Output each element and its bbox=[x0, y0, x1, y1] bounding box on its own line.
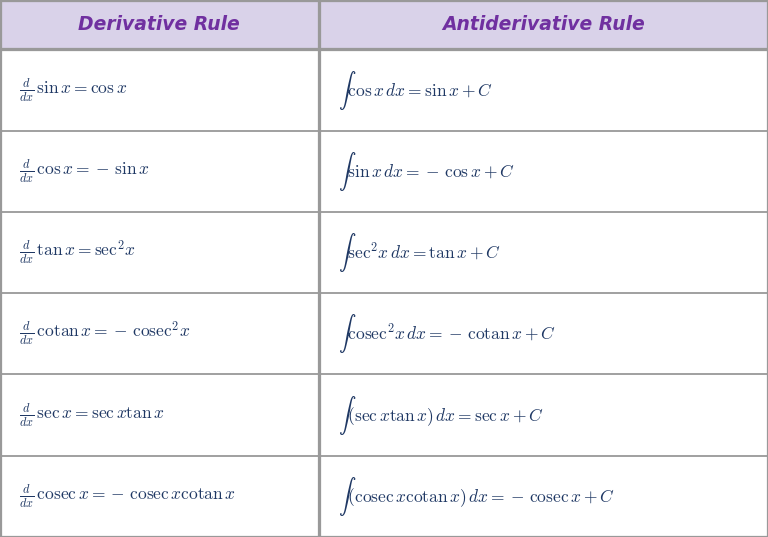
Text: $\int\mathrm{sin}\, x\, dx = -\,\mathrm{cos}\, x + C$: $\int\mathrm{sin}\, x\, dx = -\,\mathrm{… bbox=[338, 150, 515, 193]
Bar bbox=[319, 49, 768, 130]
Text: $\int\mathrm{sec}^2x\, dx = \mathrm{tan}\, x + C$: $\int\mathrm{sec}^2x\, dx = \mathrm{tan}… bbox=[338, 231, 501, 274]
Text: $\int\mathrm{cos}\, x\, dx = \mathrm{sin}\, x + C$: $\int\mathrm{cos}\, x\, dx = \mathrm{sin… bbox=[338, 69, 493, 112]
Text: $\int(\mathrm{sec}\, x\mathrm{tan}\, x)\,dx = \mathrm{sec}\, x + C$: $\int(\mathrm{sec}\, x\mathrm{tan}\, x)\… bbox=[338, 394, 544, 437]
Text: $\frac{d}{dx}\,\mathrm{tan}\, x = \mathrm{sec}^2x$: $\frac{d}{dx}\,\mathrm{tan}\, x = \mathr… bbox=[19, 238, 136, 267]
Bar bbox=[319, 212, 768, 293]
Bar bbox=[0, 456, 319, 537]
Bar bbox=[0, 293, 319, 374]
Bar bbox=[0, 374, 319, 456]
Text: $\frac{d}{dx}\,\mathrm{cosec}\, x = -\,\mathrm{cosec}\, x\mathrm{cotan}\, x$: $\frac{d}{dx}\,\mathrm{cosec}\, x = -\,\… bbox=[19, 483, 237, 510]
Bar bbox=[319, 456, 768, 537]
Text: $\frac{d}{dx}\,\mathrm{cotan}\, x = -\,\mathrm{cosec}^2x$: $\frac{d}{dx}\,\mathrm{cotan}\, x = -\,\… bbox=[19, 320, 190, 348]
Bar bbox=[319, 130, 768, 212]
Bar bbox=[0, 130, 319, 212]
Text: Antiderivative Rule: Antiderivative Rule bbox=[442, 15, 644, 34]
Bar bbox=[319, 374, 768, 456]
Bar bbox=[319, 293, 768, 374]
Text: $\frac{d}{dx}\,\mathrm{sin}\, x = \mathrm{cos}\, x$: $\frac{d}{dx}\,\mathrm{sin}\, x = \mathr… bbox=[19, 76, 127, 104]
Text: $\int(\mathrm{cosec}\, x\mathrm{cotan}\, x)\,dx = -\,\mathrm{cosec}\, x + C$: $\int(\mathrm{cosec}\, x\mathrm{cotan}\,… bbox=[338, 475, 615, 518]
Bar bbox=[0, 212, 319, 293]
Bar bbox=[0, 0, 319, 49]
Bar bbox=[0, 49, 319, 130]
Text: $\frac{d}{dx}\,\mathrm{cos}\, x = -\,\mathrm{sin}\, x$: $\frac{d}{dx}\,\mathrm{cos}\, x = -\,\ma… bbox=[19, 157, 150, 185]
Text: $\int\mathrm{cosec}^2x\, dx = -\,\mathrm{cotan}\, x + C$: $\int\mathrm{cosec}^2x\, dx = -\,\mathrm… bbox=[338, 313, 556, 355]
Text: Derivative Rule: Derivative Rule bbox=[78, 15, 240, 34]
Text: $\frac{d}{dx}\,\mathrm{sec}\, x = \mathrm{sec}\, x\mathrm{tan}\, x$: $\frac{d}{dx}\,\mathrm{sec}\, x = \mathr… bbox=[19, 401, 165, 429]
Bar bbox=[319, 0, 768, 49]
